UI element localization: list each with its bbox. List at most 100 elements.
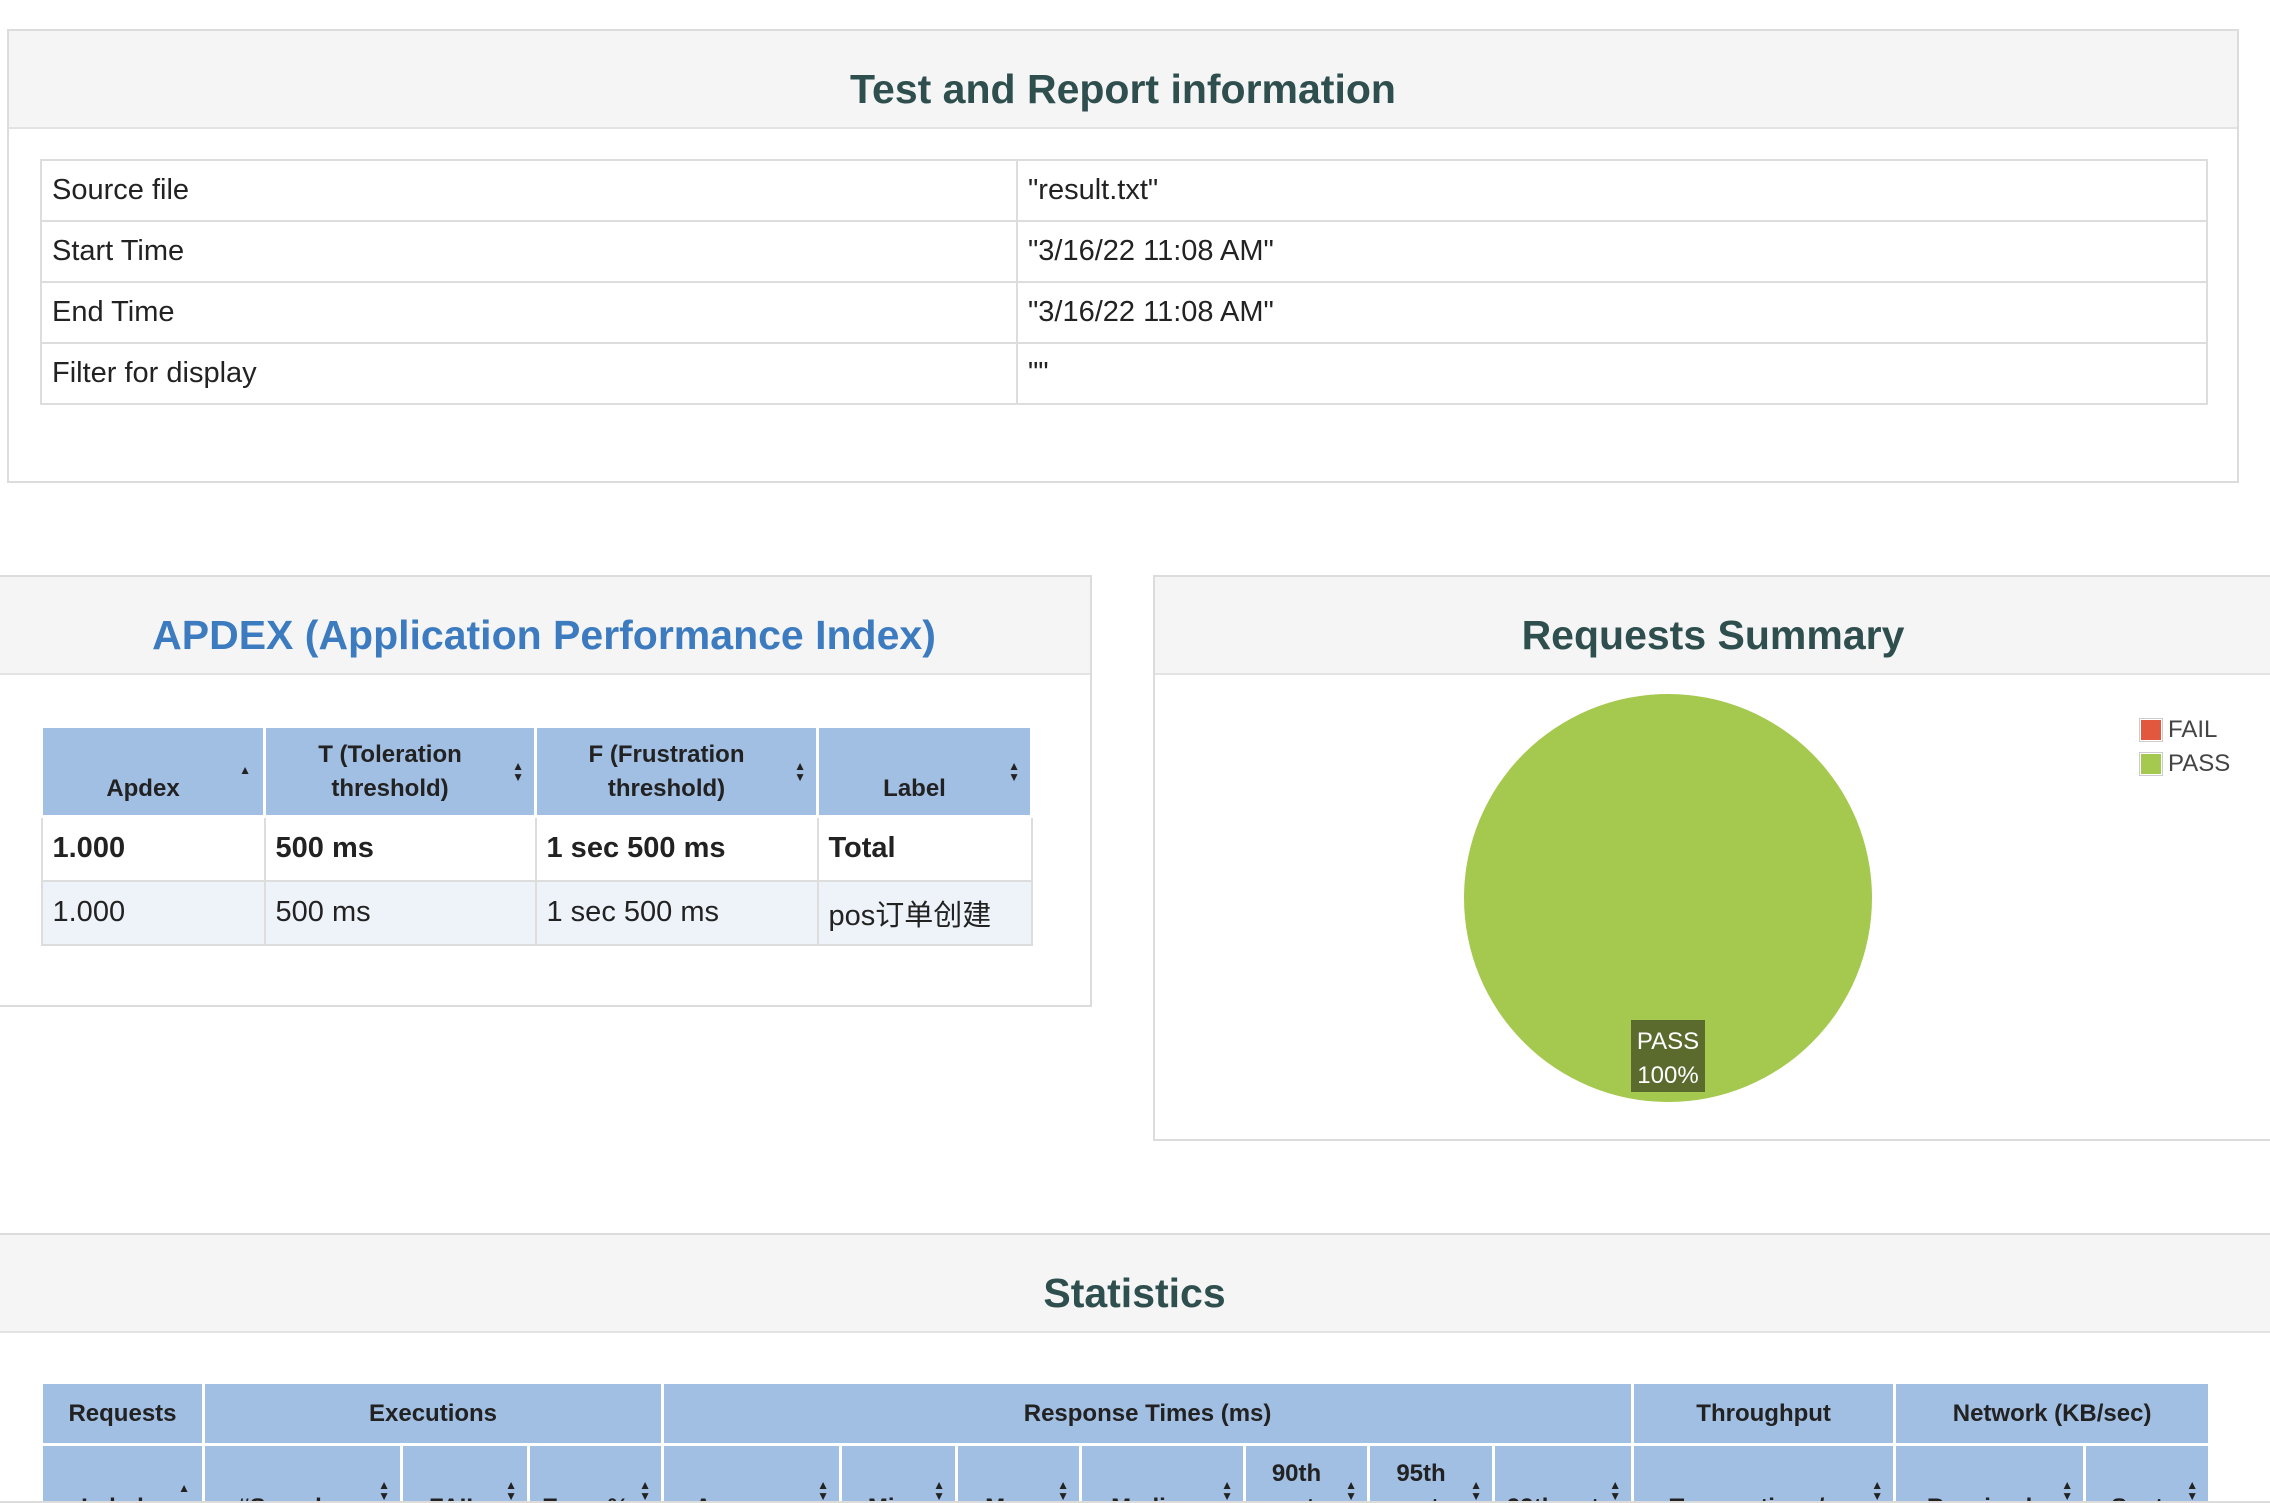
sort-down-icon: ▼ — [505, 1491, 517, 1502]
sort-both-icon[interactable]: ▲▼ — [1221, 1480, 1233, 1502]
header-line — [50, 1457, 175, 1491]
stats-header--samples[interactable]: #Samples▲▼ — [204, 1445, 402, 1503]
header-line: pct — [1377, 1491, 1465, 1503]
report-info-row: Source file"result.txt" — [41, 160, 2207, 221]
header-line — [1089, 1457, 1216, 1491]
header-line — [965, 1457, 1052, 1491]
report-info-table: Source file"result.txt"Start Time"3/16/2… — [40, 159, 2208, 405]
sort-down-icon: ▼ — [1057, 1491, 1069, 1502]
legend-label: PASS — [2168, 750, 2230, 778]
header-line: Average — [671, 1491, 812, 1503]
report-info-key: Start Time — [41, 221, 1017, 282]
sort-both-icon[interactable]: ▲▼ — [1008, 761, 1020, 783]
stats-header-label[interactable]: Label▲ — [42, 1445, 204, 1503]
legend-item-fail[interactable]: FAIL — [2140, 716, 2217, 744]
sort-both-icon[interactable]: ▲▼ — [933, 1480, 945, 1502]
apdex-value: 1.000 — [42, 817, 265, 881]
sort-down-icon: ▼ — [794, 772, 806, 783]
sort-both-icon[interactable]: ▲▼ — [1345, 1480, 1357, 1502]
legend-label: FAIL — [2168, 716, 2217, 744]
stats-header-pct[interactable]: 90thpct▲▼ — [1245, 1445, 1369, 1503]
stats-header-sent[interactable]: Sent ▲▼ — [2085, 1445, 2210, 1503]
legend-item-pass[interactable]: PASS — [2140, 750, 2230, 778]
sort-asc-icon[interactable]: ▲ — [239, 764, 251, 776]
stats-header-max[interactable]: Max ▲▼ — [957, 1445, 1081, 1503]
sort-both-icon[interactable]: ▲▼ — [505, 1480, 517, 1502]
header-text: Label — [44, 1457, 201, 1503]
header-text: Label — [820, 738, 1029, 806]
header-line: threshold) — [544, 772, 789, 806]
header-line — [1641, 1457, 1866, 1491]
report-info-key: End Time — [41, 282, 1017, 343]
label-value: Total — [818, 817, 1032, 881]
stats-header-average[interactable]: Average ▲▼ — [663, 1445, 841, 1503]
sort-down-icon: ▼ — [1008, 772, 1020, 783]
stats-group-requests: Requests — [42, 1383, 204, 1445]
stats-header-99th-pct[interactable]: 99th pct▲▼ — [1494, 1445, 1633, 1503]
stats-header-received[interactable]: Received▲▼ — [1895, 1445, 2085, 1503]
sort-down-icon: ▼ — [817, 1491, 829, 1502]
report-info-row: Start Time"3/16/22 11:08 AM" — [41, 221, 2207, 282]
header-text: Transactions/s — [1635, 1457, 1892, 1503]
sort-both-icon[interactable]: ▲▼ — [2186, 1480, 2198, 1502]
sort-both-icon[interactable]: ▲▼ — [1470, 1480, 1482, 1502]
stats-header-error-[interactable]: Error %▲▼ — [529, 1445, 663, 1503]
stats-group-network-kb-sec: Network (KB/sec) — [1895, 1383, 2210, 1445]
sort-down-icon: ▼ — [1470, 1491, 1482, 1502]
statistics-title: Statistics — [0, 1235, 2270, 1333]
header-line: Label — [50, 1491, 175, 1503]
legend-swatch — [2140, 719, 2162, 741]
label-value: pos订单创建 — [818, 881, 1032, 945]
report-info-value: "result.txt" — [1017, 160, 2207, 221]
stats-header-median[interactable]: Median ▲▼ — [1081, 1445, 1245, 1503]
sort-both-icon[interactable]: ▲▼ — [378, 1480, 390, 1502]
sort-both-icon[interactable]: ▲▼ — [1609, 1480, 1621, 1502]
requests-summary-title: Requests Summary — [1155, 577, 2270, 675]
report-info-value: "3/16/22 11:08 AM" — [1017, 221, 2207, 282]
stats-group-executions: Executions — [204, 1383, 663, 1445]
header-line: Max — [965, 1491, 1052, 1503]
stats-header-min[interactable]: Min▲▼ — [841, 1445, 957, 1503]
sort-down-icon: ▼ — [1221, 1491, 1233, 1502]
stats-group-throughput: Throughput — [1633, 1383, 1895, 1445]
header-line: Median — [1089, 1491, 1216, 1503]
header-line — [1903, 1457, 2056, 1491]
report-info-value: "" — [1017, 343, 2207, 404]
frustration-value: 1 sec 500 ms — [536, 817, 818, 881]
header-line: 95th — [1377, 1457, 1465, 1491]
toleration-value: 500 ms — [265, 817, 536, 881]
stats-header-transactions-s[interactable]: Transactions/s▲▼ — [1633, 1445, 1895, 1503]
stats-header-pct[interactable]: 95thpct ▲▼ — [1369, 1445, 1494, 1503]
stats-header-fail[interactable]: FAIL▲▼ — [402, 1445, 529, 1503]
report-info-row: End Time"3/16/22 11:08 AM" — [41, 282, 2207, 343]
header-text: Received — [1897, 1457, 2082, 1503]
header-line: Apdex — [50, 772, 236, 806]
header-text: Average — [665, 1457, 838, 1503]
header-line — [537, 1457, 634, 1491]
sort-both-icon[interactable]: ▲▼ — [817, 1480, 829, 1502]
sort-both-icon[interactable]: ▲▼ — [512, 761, 524, 783]
toleration-value: 500 ms — [265, 881, 536, 945]
sort-both-icon[interactable]: ▲▼ — [794, 761, 806, 783]
header-line — [50, 738, 236, 772]
report-info-title: Test and Report information — [9, 31, 2237, 129]
sort-both-icon[interactable]: ▲▼ — [639, 1480, 651, 1502]
header-text: Apdex — [44, 738, 262, 806]
header-line: Sent — [2093, 1491, 2181, 1503]
header-line — [2093, 1457, 2181, 1491]
sort-both-icon[interactable]: ▲▼ — [2061, 1480, 2073, 1502]
apdex-header-label[interactable]: Label▲▼ — [818, 727, 1032, 817]
sort-down-icon: ▼ — [2061, 1491, 2073, 1502]
sort-both-icon[interactable]: ▲▼ — [1871, 1480, 1883, 1502]
apdex-header-apdex[interactable]: Apdex▲ — [42, 727, 265, 817]
sort-asc-icon[interactable]: ▲ — [178, 1482, 190, 1494]
pie-label-name: PASS — [1637, 1028, 1699, 1055]
apdex-title[interactable]: APDEX (Application Performance Index) — [0, 577, 1090, 675]
sort-both-icon[interactable]: ▲▼ — [1057, 1480, 1069, 1502]
